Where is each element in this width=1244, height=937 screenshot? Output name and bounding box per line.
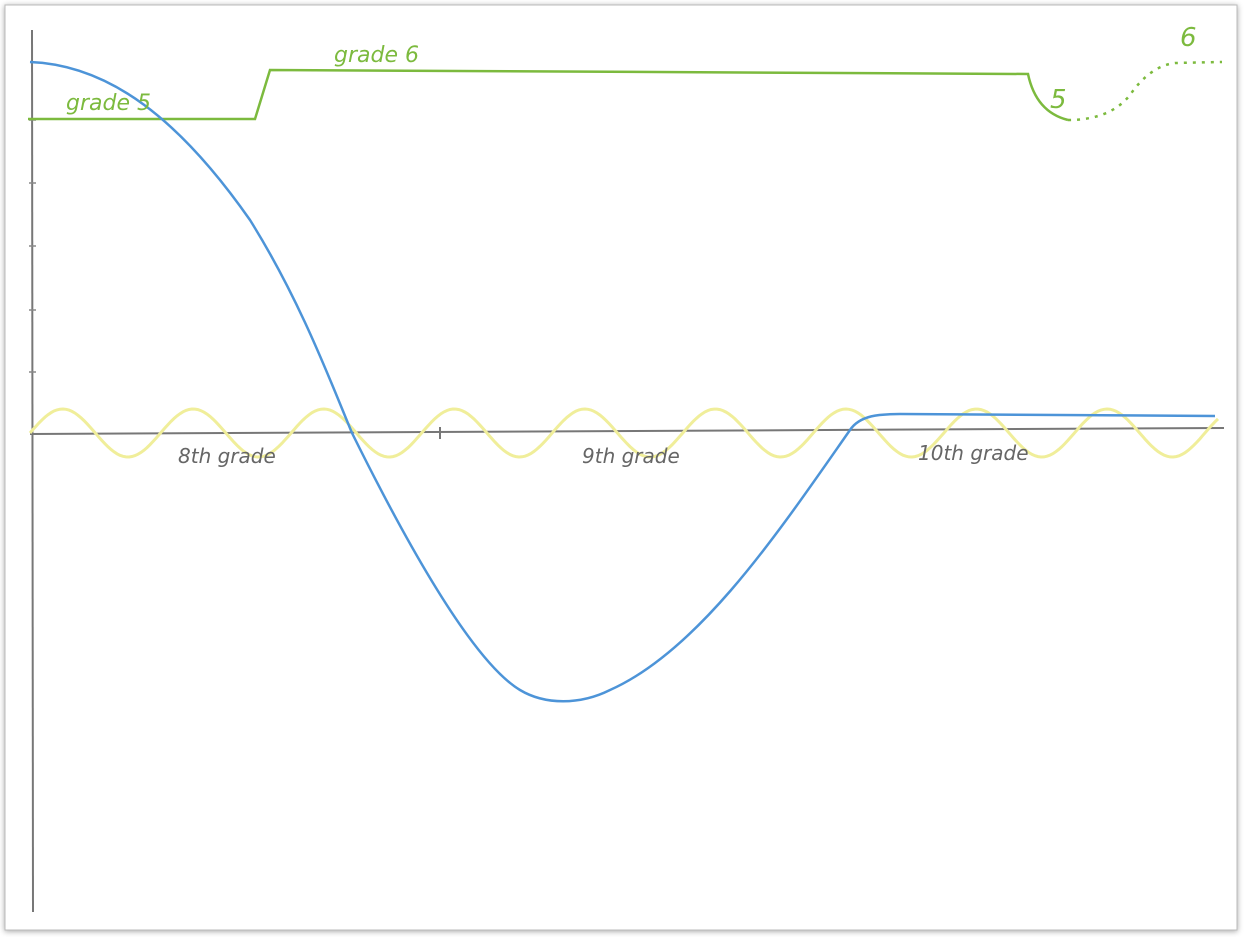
x-axis [29,427,1225,435]
x-label: 10th grade [918,441,1029,465]
yellow-wave [28,407,1220,459]
y-axis [31,29,34,913]
paper [4,4,1238,931]
x-label: 8th grade [178,444,276,468]
label: 6 [1180,23,1197,53]
green-line [28,68,1069,122]
blue-curve [29,60,1216,703]
label: grade 5 [66,91,151,116]
label: 5 [1050,85,1067,115]
label: grade 6 [334,43,419,68]
x-label: 9th grade [582,444,680,468]
